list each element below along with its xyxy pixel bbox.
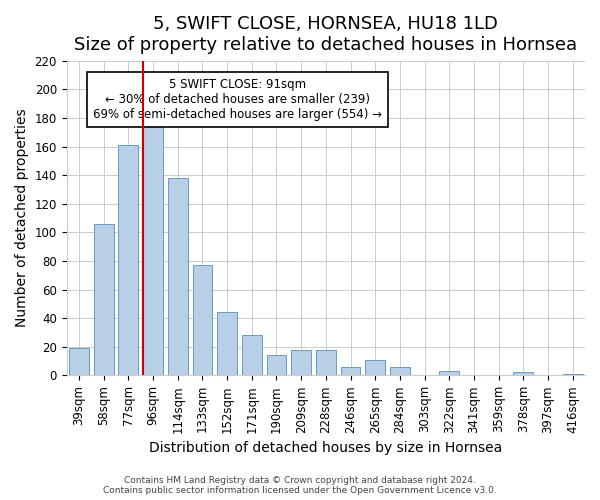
Bar <box>94 224 113 376</box>
Bar <box>341 366 361 376</box>
X-axis label: Distribution of detached houses by size in Hornsea: Distribution of detached houses by size … <box>149 441 502 455</box>
Bar <box>143 125 163 376</box>
Text: 5 SWIFT CLOSE: 91sqm
← 30% of detached houses are smaller (239)
69% of semi-deta: 5 SWIFT CLOSE: 91sqm ← 30% of detached h… <box>93 78 382 121</box>
Text: Contains HM Land Registry data © Crown copyright and database right 2024.
Contai: Contains HM Land Registry data © Crown c… <box>103 476 497 495</box>
Y-axis label: Number of detached properties: Number of detached properties <box>15 109 29 328</box>
Bar <box>242 336 262 376</box>
Title: 5, SWIFT CLOSE, HORNSEA, HU18 1LD
Size of property relative to detached houses i: 5, SWIFT CLOSE, HORNSEA, HU18 1LD Size o… <box>74 15 577 54</box>
Bar <box>266 356 286 376</box>
Bar <box>193 266 212 376</box>
Bar <box>291 350 311 376</box>
Bar <box>439 371 459 376</box>
Bar <box>390 366 410 376</box>
Bar <box>563 374 583 376</box>
Bar <box>217 312 237 376</box>
Bar <box>514 372 533 376</box>
Bar <box>365 360 385 376</box>
Bar <box>69 348 89 376</box>
Bar <box>316 350 335 376</box>
Bar <box>168 178 188 376</box>
Bar <box>118 145 138 376</box>
